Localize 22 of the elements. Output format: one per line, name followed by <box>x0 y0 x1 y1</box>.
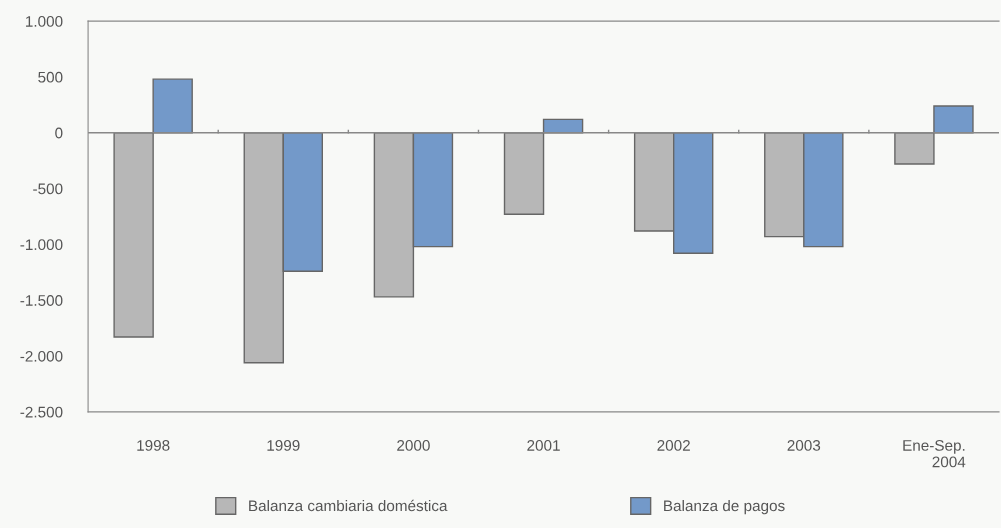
bar <box>894 132 935 165</box>
legend-label: Balanza cambiaria doméstica <box>249 499 448 512</box>
y-tick-label: -2.500 <box>20 406 63 418</box>
x-tick-label: 1999 <box>267 440 300 451</box>
y-tick-label: -1.500 <box>20 295 63 306</box>
x-tick-label: 2000 <box>397 440 430 451</box>
bar <box>503 132 545 215</box>
bar <box>152 78 193 134</box>
x-tick-label: 2001 <box>527 440 560 451</box>
bar <box>933 105 974 134</box>
y-tick-label: -1.000 <box>20 239 63 251</box>
y-tick-label: 1.000 <box>26 15 63 27</box>
y-tick-label: -2.000 <box>20 350 63 362</box>
x-tick-label: 2002 <box>657 440 690 451</box>
y-tick-label: 0 <box>55 127 63 139</box>
legend-label: Balanza de pagos <box>664 499 785 515</box>
bar <box>113 132 154 338</box>
x-tick-label: Ene-Sep. 2004 <box>903 440 966 468</box>
x-tick-label: 2003 <box>787 440 821 451</box>
y-tick-label: 500 <box>38 71 63 83</box>
x-tick-label: 1998 <box>137 440 170 451</box>
y-tick-label: -500 <box>33 183 63 195</box>
